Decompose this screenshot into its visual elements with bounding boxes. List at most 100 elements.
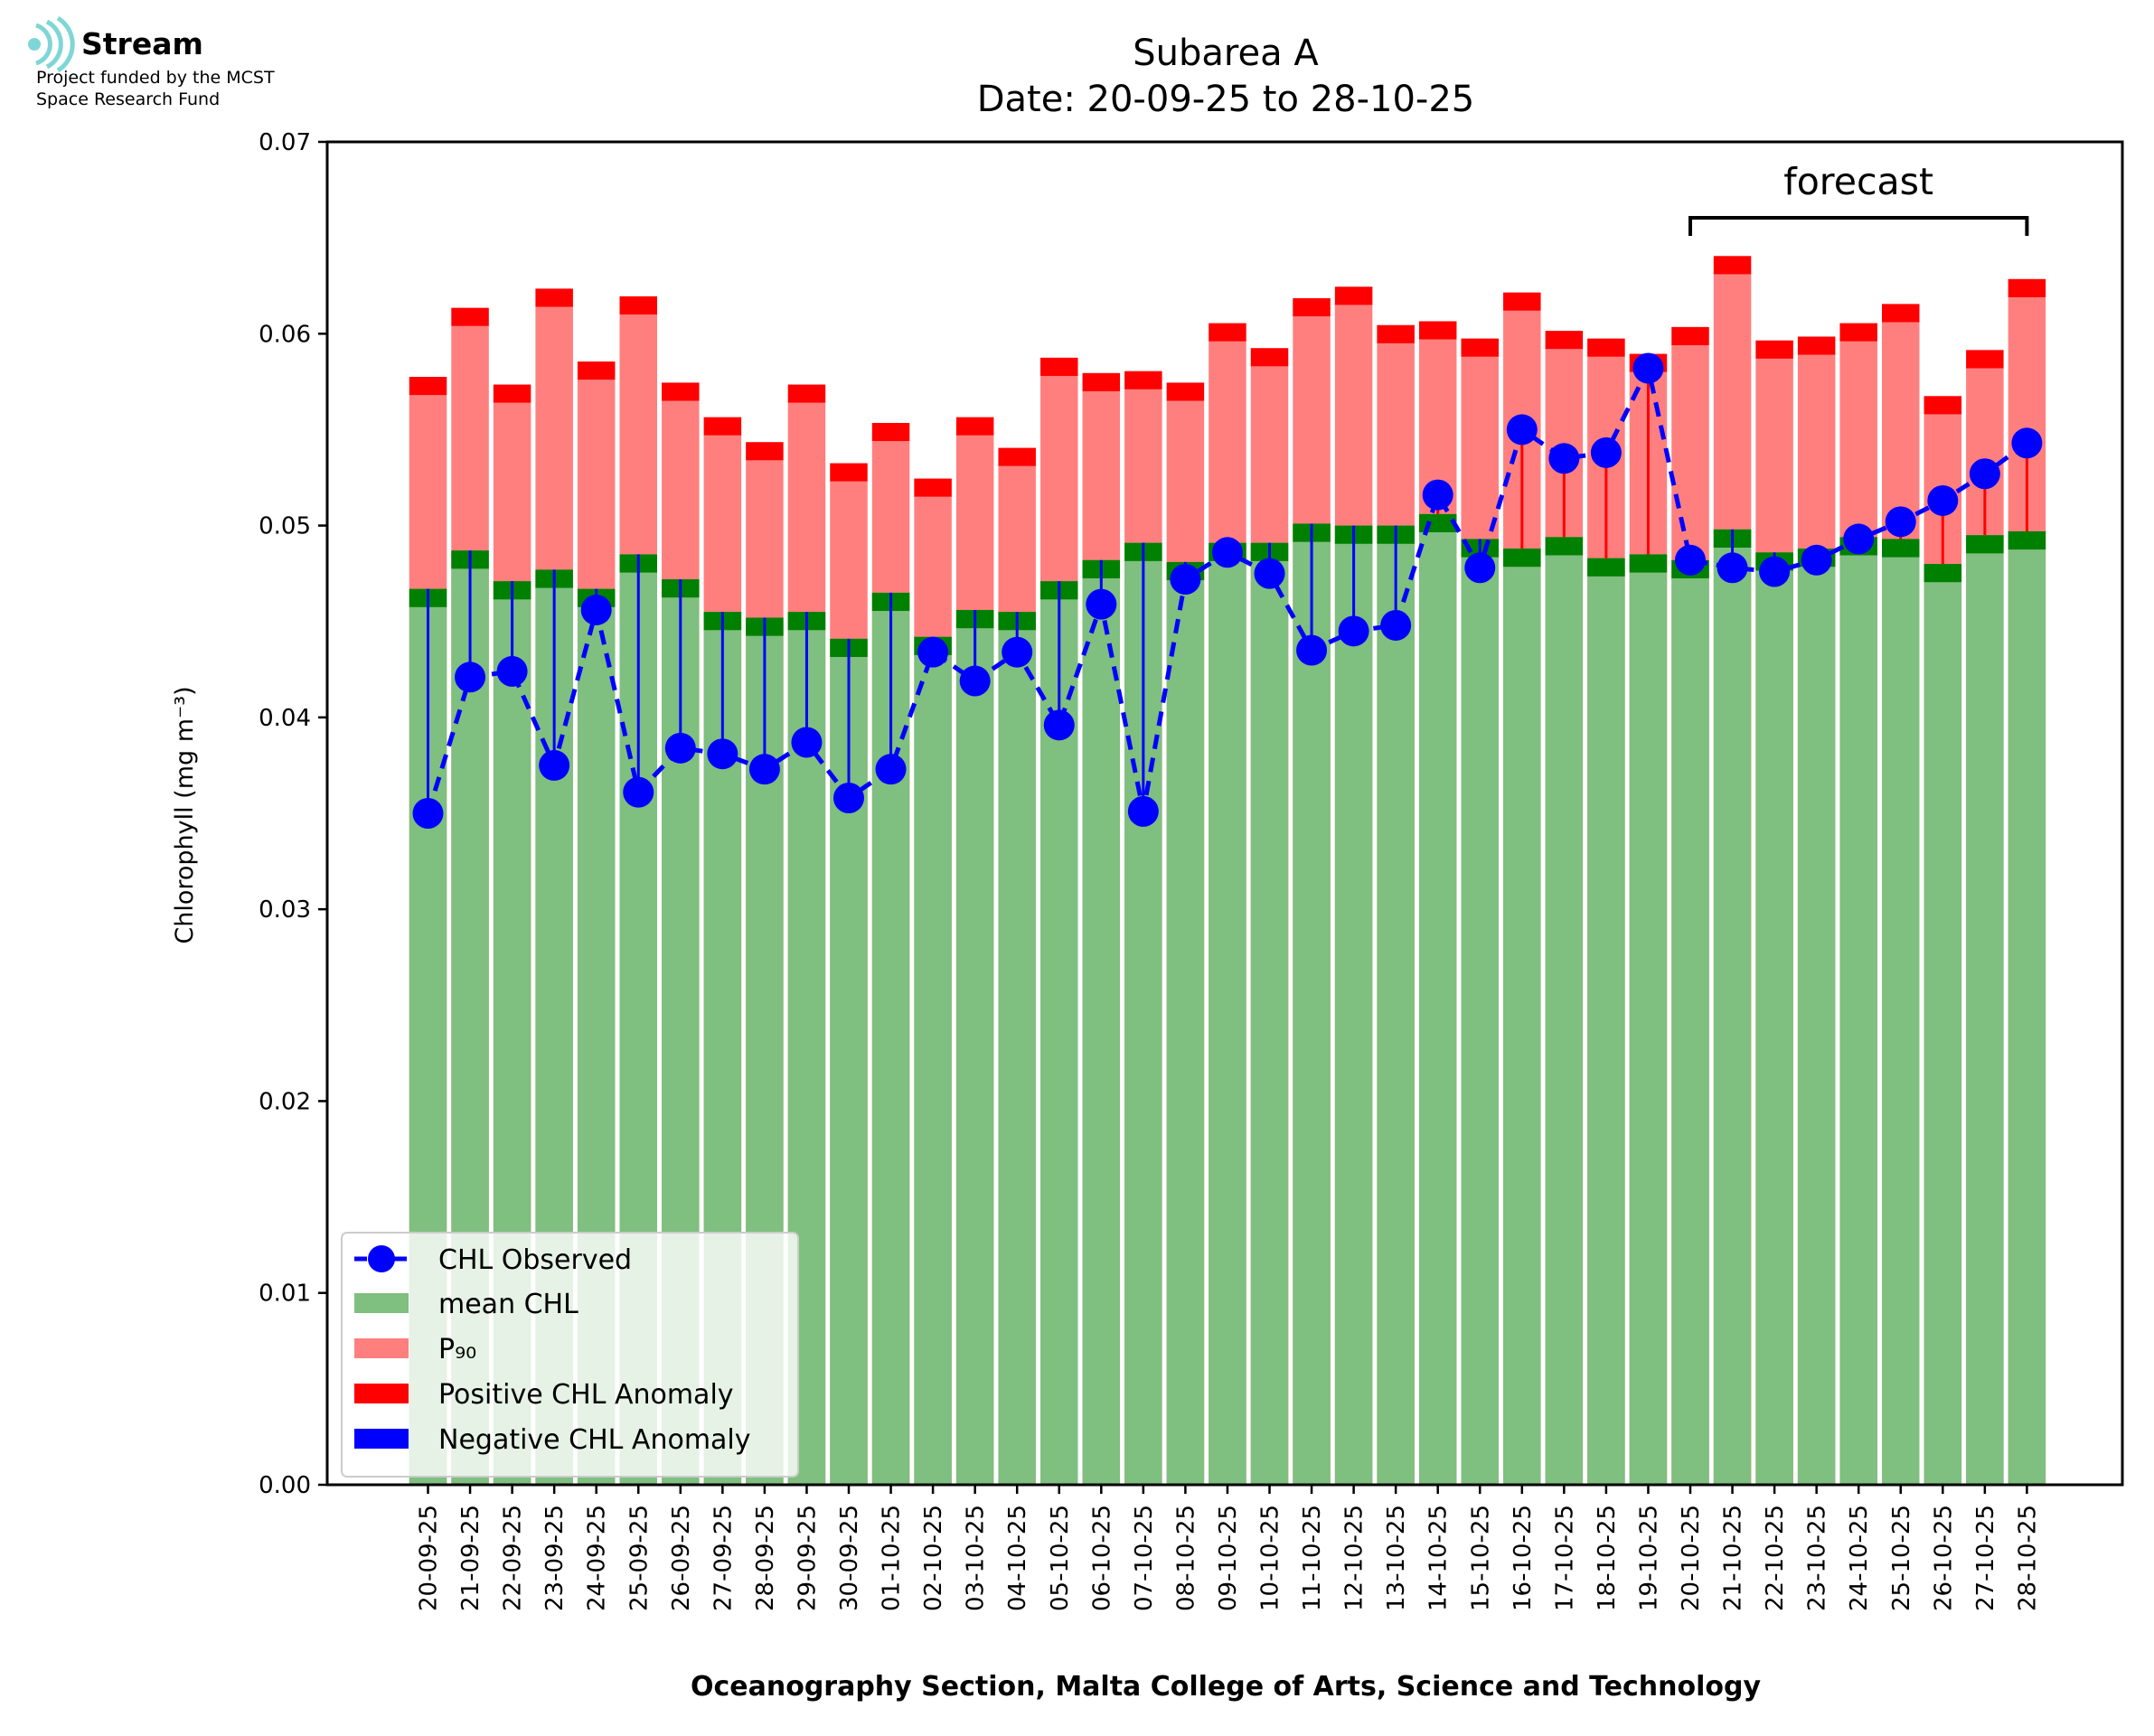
- observed-point: [1969, 458, 2000, 490]
- mean-cap: [1966, 535, 2004, 554]
- mean-bar: [955, 609, 994, 1485]
- p90-cap: [1418, 321, 1457, 340]
- observed-line-layer: [412, 352, 2043, 829]
- mean-bar: [998, 612, 1036, 1485]
- chart-title: Subarea A: [1133, 33, 1319, 74]
- p90-cap: [1797, 336, 1836, 355]
- p90-cap: [1377, 324, 1415, 343]
- mean-bar: [1334, 525, 1373, 1485]
- observed-point: [875, 754, 907, 785]
- observed-point: [1590, 436, 1622, 468]
- p90-cap: [914, 478, 952, 497]
- stream-logo-icon: [28, 15, 75, 73]
- legend: CHL Observed mean CHL P₉₀ Positive CHL A…: [341, 1232, 799, 1478]
- p90-cap: [746, 442, 784, 461]
- p90-cap: [955, 417, 994, 436]
- p90-cap: [2008, 278, 2046, 297]
- p90-cap: [998, 447, 1036, 466]
- observed-point: [1632, 352, 1664, 384]
- mean-bar: [1293, 523, 1331, 1486]
- p90-cap: [871, 422, 910, 442]
- y-axis-label: Chlorophyll (mg m⁻³): [171, 686, 199, 943]
- observed-point: [455, 662, 486, 693]
- p90-cap: [1250, 348, 1289, 367]
- observed-point: [412, 798, 444, 829]
- legend-label-positive-anomaly: Positive CHL Anomaly: [438, 1379, 734, 1411]
- p90-cap: [1124, 371, 1162, 389]
- mean-cap: [1545, 537, 1584, 556]
- mean-cap: [1882, 539, 1920, 558]
- x-tick-label: 11-10-25: [1299, 1505, 1326, 1611]
- x-tick-label: 26-09-25: [668, 1505, 695, 1611]
- x-tick-label: 25-10-25: [1888, 1505, 1915, 1611]
- mean-bar: [1966, 535, 2004, 1485]
- x-tick-label: 21-10-25: [1720, 1505, 1747, 1611]
- observed-point: [1338, 615, 1369, 647]
- observed-point: [1422, 479, 1453, 511]
- observed-point: [791, 727, 823, 758]
- x-tick-label: 12-10-25: [1341, 1505, 1369, 1611]
- mean-bar: [914, 636, 952, 1485]
- y-tick-label: 0.07: [259, 129, 311, 156]
- p90-cap: [1293, 298, 1331, 317]
- y-tick-label: 0.00: [259, 1472, 311, 1499]
- y-tick-label: 0.03: [259, 896, 311, 924]
- x-tick-label: 09-10-25: [1215, 1505, 1242, 1611]
- observed-point: [2011, 427, 2043, 459]
- bars-layer: [409, 256, 2046, 1486]
- observed-point: [917, 636, 949, 668]
- y-tick-label: 0.02: [259, 1088, 311, 1115]
- forecast-label: forecast: [1783, 160, 1933, 203]
- legend-label-p90: P₉₀: [438, 1334, 476, 1365]
- p90-cap: [1882, 304, 1920, 323]
- mean-bar: [1461, 539, 1499, 1486]
- x-tick-label: 29-09-25: [794, 1505, 821, 1611]
- x-tick-label: 03-10-25: [963, 1505, 990, 1611]
- logo-name: Stream: [81, 26, 203, 61]
- x-tick-label: 24-10-25: [1846, 1505, 1873, 1611]
- legend-item-p90: P₉₀: [354, 1334, 476, 1365]
- plot-frame: [325, 140, 2124, 1487]
- mean-bar: [1209, 542, 1246, 1485]
- p90-cap: [1082, 372, 1121, 391]
- x-tick-label: 07-10-25: [1131, 1505, 1158, 1611]
- x-tick-label: 20-10-25: [1678, 1505, 1705, 1611]
- x-tick-label: 21-09-25: [457, 1505, 484, 1611]
- observed-point: [1211, 537, 1243, 568]
- x-tick-label: 30-09-25: [836, 1505, 863, 1611]
- p90-cap: [1461, 338, 1499, 357]
- p90-cap: [703, 417, 742, 436]
- x-tick-label: 15-10-25: [1467, 1505, 1494, 1611]
- mean-bar: [1713, 529, 1752, 1485]
- legend-label-mean: mean CHL: [438, 1289, 578, 1320]
- observed-point: [1464, 552, 1496, 584]
- p90-cap: [787, 384, 826, 403]
- observed-point: [1170, 564, 1201, 596]
- observed-point: [1548, 443, 1580, 474]
- observed-point: [748, 754, 780, 785]
- observed-point: [664, 732, 696, 764]
- p90-cap: [577, 361, 616, 380]
- mean-cap: [1503, 549, 1541, 568]
- p90-cap: [1166, 382, 1205, 401]
- x-tick-label: 25-09-25: [626, 1505, 653, 1611]
- x-tick-label: 28-09-25: [752, 1505, 779, 1611]
- mean-bar: [1545, 537, 1584, 1485]
- x-tick-label: 10-10-25: [1257, 1505, 1284, 1611]
- x-axis-label: Oceanography Section, Malta College of A…: [691, 1671, 1762, 1703]
- observed-point: [1675, 544, 1706, 576]
- mean-bar: [1924, 564, 1962, 1485]
- legend-frame: [341, 1232, 799, 1478]
- logo-line-1: Project funded by the MCST: [36, 68, 275, 88]
- p90-cap: [1040, 357, 1078, 376]
- x-tick-label: 05-10-25: [1047, 1505, 1074, 1611]
- observed-point: [1296, 634, 1328, 666]
- observed-point: [1717, 552, 1748, 584]
- logo-line-2: Space Research Fund: [36, 89, 220, 109]
- x-tick-label: 04-10-25: [1004, 1505, 1031, 1611]
- legend-item-observed: CHL Observed: [354, 1244, 632, 1276]
- p90-cap: [1924, 396, 1962, 415]
- mean-cap: [1587, 558, 1625, 577]
- observed-point: [580, 594, 612, 625]
- observed-point: [1002, 636, 1033, 668]
